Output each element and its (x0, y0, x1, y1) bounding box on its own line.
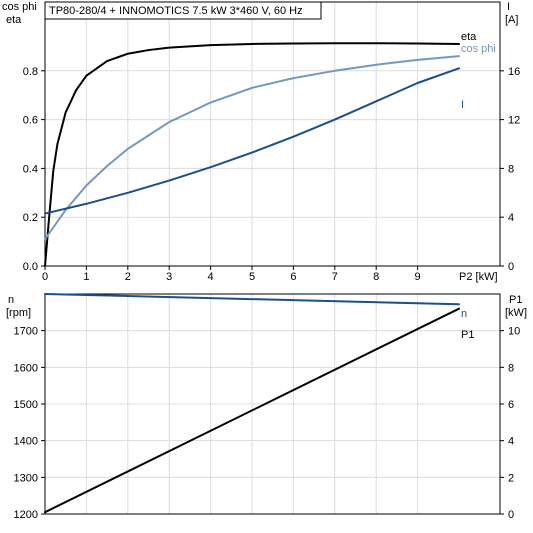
title-box (44, 1, 322, 20)
x-tick-label: 4 (208, 271, 214, 283)
ylabel-left-eta: eta (6, 14, 22, 26)
y-tick-label-right: 0 (508, 509, 514, 521)
y-tick-label-left: 0.6 (23, 115, 38, 127)
y-tick-label-left: 0.0 (23, 261, 38, 273)
y-tick-label-right: 16 (508, 66, 520, 78)
y-tick-label-right: 4 (508, 436, 514, 448)
y-tick-label-right: 2 (508, 472, 514, 484)
upper-chart-grid (45, 2, 500, 266)
y-tick-label-left: 0.4 (23, 163, 38, 175)
y-tick-label-right: 4 (508, 212, 514, 224)
series-label-n: n (461, 308, 467, 320)
xlabel: P2 [kW] (459, 271, 498, 283)
x-tick-label: 0 (42, 271, 48, 283)
y-tick-label-right: 8 (508, 163, 514, 175)
ylabel-right-p1-unit: [kW] (505, 307, 527, 319)
lower-chart-grid (45, 294, 500, 514)
ylabel-left-n-unit: [rpm] (6, 307, 31, 319)
x-tick-label: 5 (249, 271, 255, 283)
x-tick-label: 3 (166, 271, 172, 283)
y-tick-label-left: 1200 (14, 509, 38, 521)
y-tick-label-left: 0.8 (23, 66, 38, 78)
y-tick-label-left: 1600 (14, 362, 38, 374)
y-tick-label-right: 8 (508, 362, 514, 374)
series-line-eta (44, 42, 460, 267)
y-tick-label-right: 0 (508, 261, 514, 273)
y-tick-label-right: 12 (508, 115, 520, 127)
y-tick-label-left: 1400 (14, 436, 38, 448)
series-label-eta: eta (461, 31, 477, 43)
x-tick-label: 2 (125, 271, 131, 283)
x-tick-label: 7 (332, 271, 338, 283)
series-line-n (44, 293, 460, 306)
ylabel-right-p1: P1 (509, 294, 522, 306)
x-tick-label: 8 (373, 271, 379, 283)
y-tick-label-left: 1700 (14, 326, 38, 338)
ylabel-left-cosphi: cos phi (2, 1, 37, 13)
y-tick-label-left: 0.2 (23, 212, 38, 224)
series-label-cosphi: cos phi (461, 43, 496, 55)
x-tick-label: 9 (415, 271, 421, 283)
y-tick-label-right: 6 (508, 399, 514, 411)
ylabel-left-n: n (8, 294, 14, 306)
upper-chart-frame (44, 1, 501, 267)
y-tick-label-right: 10 (508, 326, 520, 338)
series-line-i (44, 67, 460, 215)
x-tick-label: 6 (290, 271, 296, 283)
chart-title: TP80-280/4 + INNOMOTICS 7.5 kW 3*460 V, … (49, 5, 303, 17)
x-tick-label: 1 (83, 271, 89, 283)
series-label-p1: P1 (461, 329, 474, 341)
series-line-p1 (44, 307, 460, 514)
y-tick-label-left: 1300 (14, 472, 38, 484)
series-line-cos-phi (44, 55, 460, 241)
ylabel-right-i-unit: [A] (505, 14, 518, 26)
ylabel-right-i: I (507, 1, 510, 13)
series-label-i: I (461, 99, 464, 111)
y-tick-label-left: 1500 (14, 399, 38, 411)
